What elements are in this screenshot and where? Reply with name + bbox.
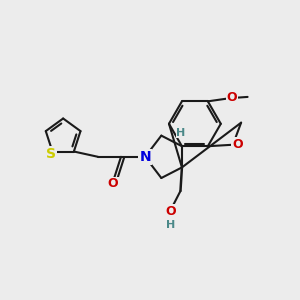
Text: S: S bbox=[46, 147, 56, 161]
Text: O: O bbox=[108, 177, 118, 190]
Text: H: H bbox=[166, 220, 176, 230]
Text: O: O bbox=[165, 205, 176, 218]
Text: O: O bbox=[232, 138, 243, 151]
Text: O: O bbox=[227, 91, 237, 104]
Text: N: N bbox=[139, 150, 151, 164]
Text: H: H bbox=[176, 128, 185, 138]
